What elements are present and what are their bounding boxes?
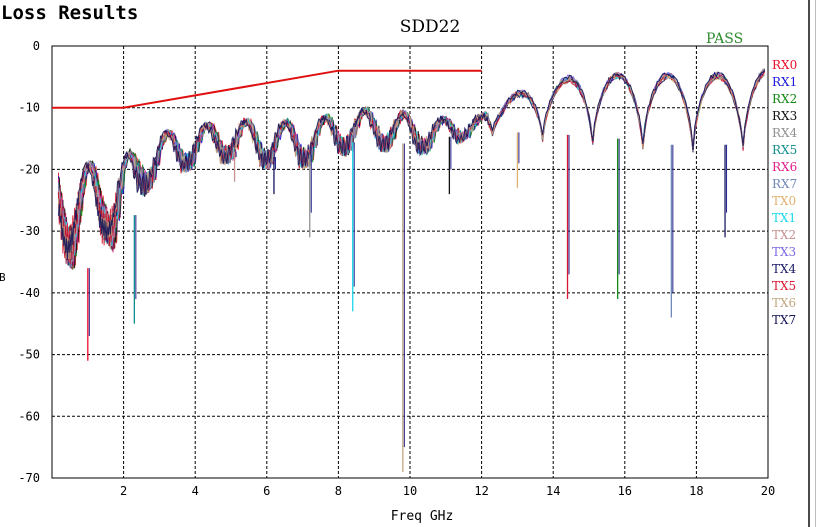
y-axis-label: B xyxy=(0,271,6,284)
x-tick-label: 6 xyxy=(263,484,270,498)
legend-item-tx2: TX2 xyxy=(772,228,797,242)
series-line-rx1 xyxy=(57,69,766,254)
y-tick-label: -40 xyxy=(18,286,40,300)
legend-item-rx4: RX4 xyxy=(772,126,798,140)
legend-item-tx5: TX5 xyxy=(772,279,797,293)
y-tick-label: -30 xyxy=(18,224,40,238)
x-tick-label: 14 xyxy=(546,484,560,498)
y-tick-label: 0 xyxy=(33,39,40,53)
y-tick-label: -20 xyxy=(18,162,40,176)
legend-item-tx1: TX1 xyxy=(772,211,797,225)
limit-line xyxy=(52,69,482,109)
pass-status: PASS xyxy=(706,31,744,47)
x-tick-label: 12 xyxy=(474,484,488,498)
y-tick-label: -50 xyxy=(18,348,40,362)
y-tick-label: -70 xyxy=(18,471,40,485)
series-line-rx5 xyxy=(57,68,766,266)
window-frame-edge xyxy=(808,0,810,527)
series-line-tx7 xyxy=(57,71,765,260)
series-line-tx3 xyxy=(57,68,765,257)
series-line-rx4 xyxy=(58,73,765,257)
legend-item-rx2: RX2 xyxy=(772,92,798,106)
window-title: Loss Results xyxy=(1,2,139,24)
legend-item-rx7: RX7 xyxy=(772,177,798,191)
legend: RX0 RX1 RX2 RX3 RX4 RX5 RX6 RX7 TX0 TX1 TX2 TX3 TX4 T… xyxy=(772,57,797,329)
x-tick-label: 16 xyxy=(618,484,632,498)
x-tick-label: 10 xyxy=(403,484,417,498)
series-line-tx4 xyxy=(57,69,766,266)
legend-item-rx1: RX1 xyxy=(772,75,798,89)
legend-item-tx4: TX4 xyxy=(772,262,797,276)
x-tick-label: 18 xyxy=(689,484,703,498)
y-tick-label: -10 xyxy=(18,101,40,115)
x-tick-label: 20 xyxy=(761,484,775,498)
y-tick-label: -60 xyxy=(18,409,40,423)
legend-item-rx6: RX6 xyxy=(772,160,798,174)
x-axis-label: Freq GHz xyxy=(391,509,454,524)
window-frame-shadow xyxy=(815,0,816,527)
legend-item-rx5: RX5 xyxy=(772,143,798,157)
legend-item-tx6: TX6 xyxy=(772,296,797,310)
series-line-rx7 xyxy=(57,69,765,267)
legend-item-rx3: RX3 xyxy=(772,109,798,123)
x-tick-label: 8 xyxy=(335,484,342,498)
chart-title: SDD22 xyxy=(399,17,461,37)
legend-item-tx7: TX7 xyxy=(772,313,797,327)
x-tick-label: 4 xyxy=(192,484,199,498)
legend-item-tx3: TX3 xyxy=(772,245,797,259)
legend-item-tx0: TX0 xyxy=(772,194,797,208)
x-tick-label: 2 xyxy=(120,484,127,498)
legend-item-rx0: RX0 xyxy=(772,58,798,72)
